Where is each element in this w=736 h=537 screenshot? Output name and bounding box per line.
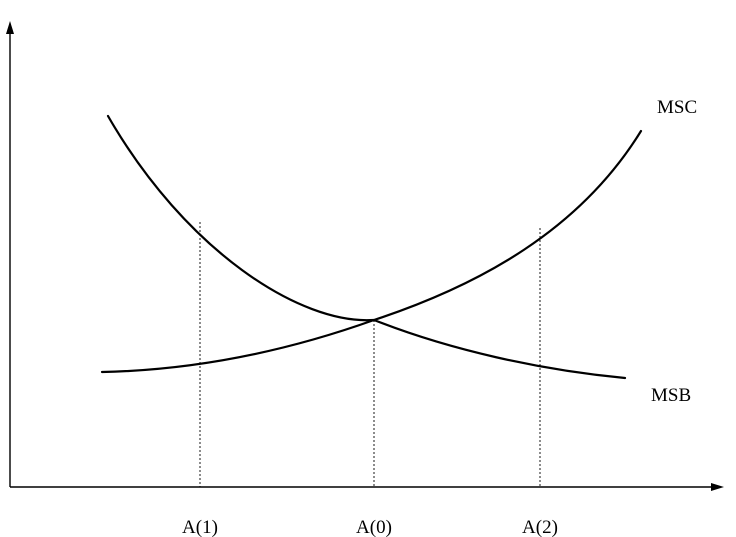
tick-label-a1: A(1) [182, 517, 218, 537]
msb-label: MSB [651, 385, 691, 406]
msb-curve [106, 114, 627, 380]
tick-label-a2: A(2) [522, 517, 558, 537]
tick-label-a0: A(0) [356, 517, 392, 537]
msc-label: MSC [657, 97, 697, 118]
y-axis-arrowhead [6, 21, 14, 34]
x-axis-arrowhead [711, 483, 724, 491]
msc-curve [100, 129, 643, 374]
